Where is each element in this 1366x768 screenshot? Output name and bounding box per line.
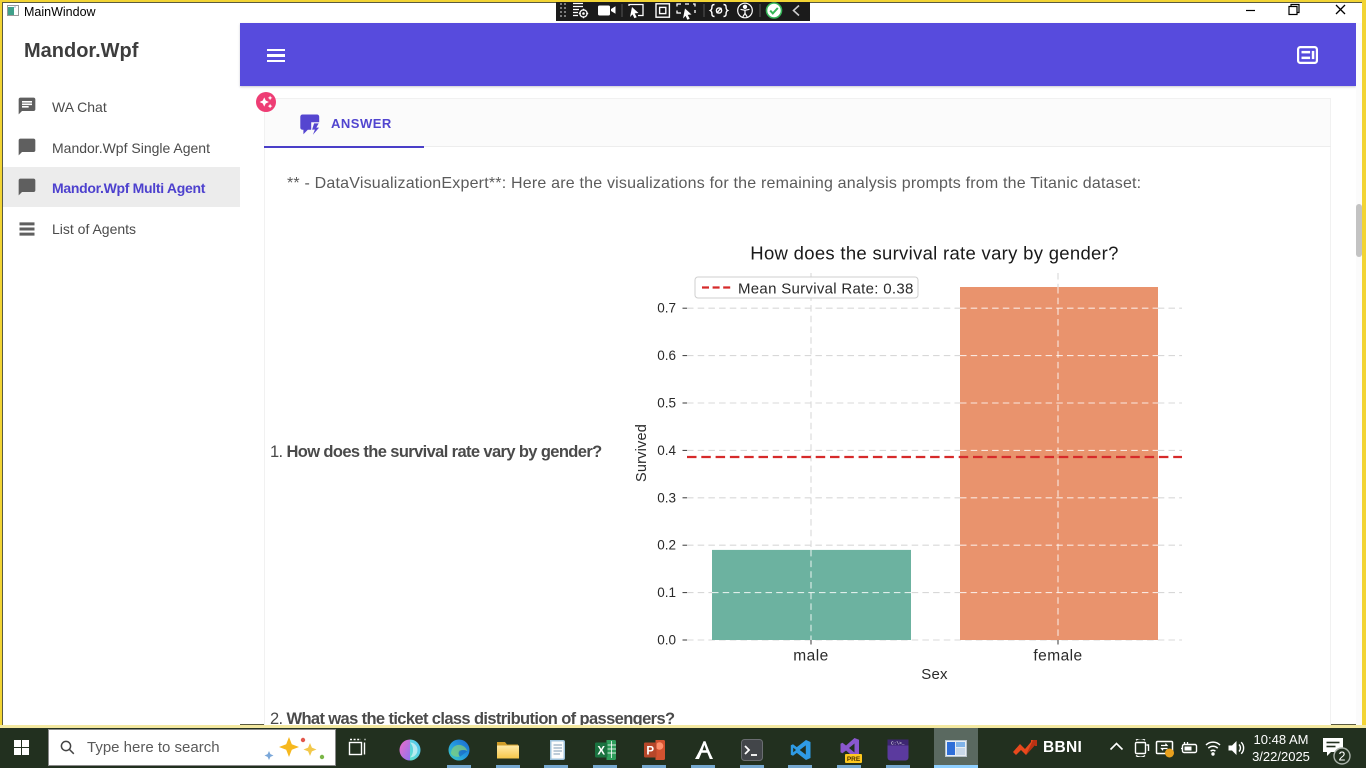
svg-text:Mean Survival Rate: 0.38: Mean Survival Rate: 0.38 (738, 281, 914, 298)
svg-text:0.0: 0.0 (657, 633, 676, 648)
svg-text:Sex: Sex (921, 666, 948, 683)
svg-text:0.7: 0.7 (657, 301, 676, 316)
svg-text:male: male (793, 648, 828, 665)
svg-text:P: P (646, 746, 654, 758)
svg-text:0.4: 0.4 (657, 443, 676, 458)
svg-text:0.2: 0.2 (657, 538, 676, 553)
svg-text:C:\>_: C:\>_ (891, 741, 905, 747)
svg-text:How does the survival rate var: How does the survival rate vary by gende… (750, 243, 1118, 264)
svg-text:0.6: 0.6 (657, 348, 676, 363)
svg-text:Survived: Survived (634, 424, 650, 482)
svg-text:0.3: 0.3 (657, 490, 676, 505)
svg-text:2: 2 (1339, 750, 1346, 764)
svg-text:X: X (597, 746, 605, 758)
svg-text:0.1: 0.1 (657, 585, 676, 600)
svg-text:0.5: 0.5 (657, 396, 676, 411)
svg-text:female: female (1033, 648, 1082, 665)
svg-text:PRE: PRE (847, 756, 861, 763)
